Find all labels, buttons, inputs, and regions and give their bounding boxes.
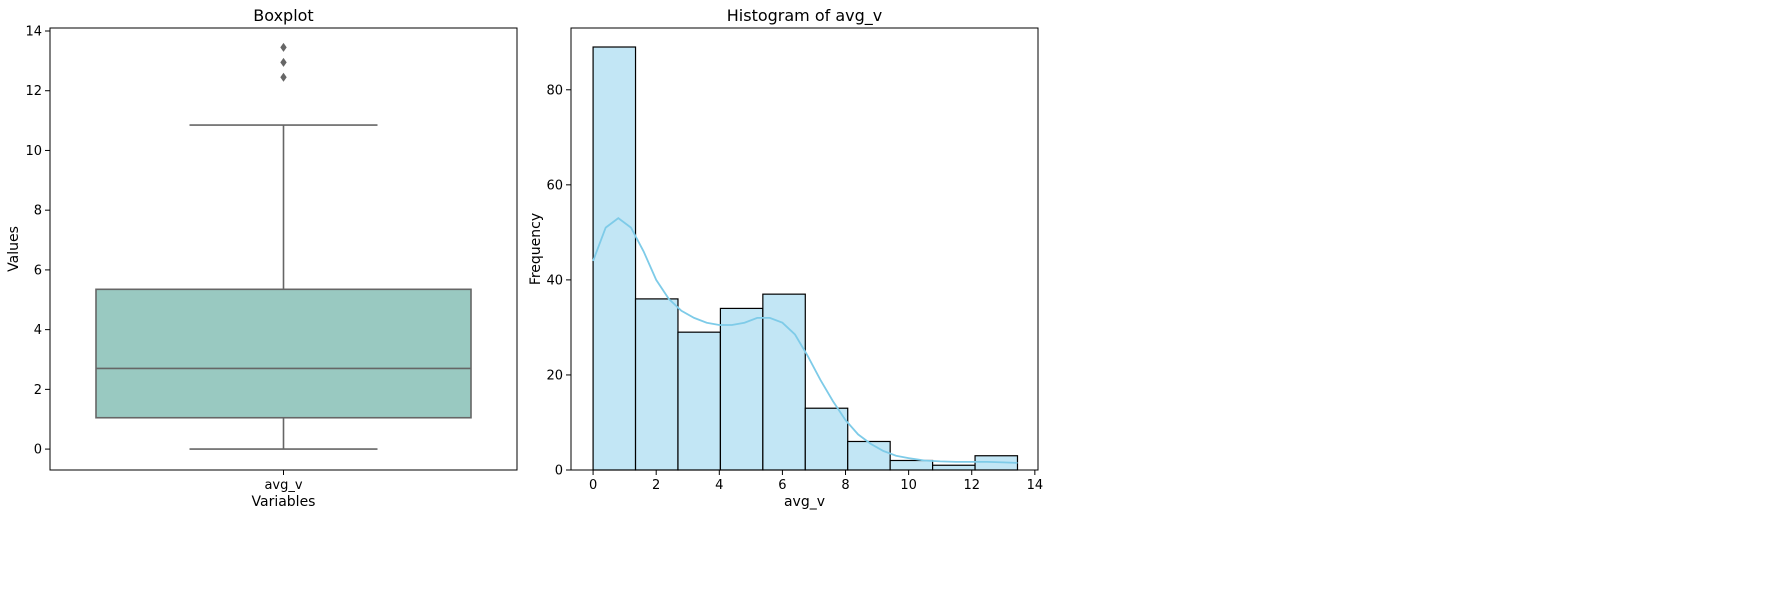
y-tick-label: 40: [546, 273, 563, 288]
histogram-bar: [592, 46, 637, 471]
y-tick-label: 20: [546, 368, 563, 383]
histogram-bar: [932, 464, 976, 471]
chart-title: Boxplot: [253, 6, 313, 25]
axes-frame: [49, 27, 518, 471]
histogram-chart: 0 2 4 6 8 10 12 14 0 20 40 60 80 Histogram of avg_vav…: [528, 6, 1043, 510]
x-axis-label: avg_v: [784, 494, 825, 510]
y-tick-label: 10: [25, 144, 42, 159]
x-tick-label: 0: [589, 478, 597, 493]
y-tick-label: 4: [34, 323, 42, 338]
kde-line: [592, 216, 1018, 464]
y-tick-label: 0: [555, 464, 563, 479]
x-tick-label: 6: [778, 478, 786, 493]
x-tick-label: 10: [900, 478, 917, 493]
y-tick-label: 80: [546, 83, 563, 98]
outlier-point: [280, 72, 287, 82]
y-tick-label: 14: [25, 24, 42, 39]
x-tick-label: 8: [841, 478, 849, 493]
x-tick-label: 12: [963, 478, 980, 493]
x-tick-label: 4: [715, 478, 723, 493]
outlier-point: [280, 42, 287, 52]
histogram-bar: [719, 307, 764, 471]
x-tick-label: 2: [652, 478, 660, 493]
x-tick-label: avg_v: [264, 478, 302, 493]
histogram-bar: [762, 293, 806, 471]
y-tick-label: 0: [34, 443, 42, 458]
iqr-box: [95, 288, 472, 419]
boxplot-chart: 0 2 4 6 8 10 12 14 avg_v Boxplot Variables Values: [6, 6, 518, 510]
y-tick-label: 6: [34, 263, 42, 278]
histogram-bar: [889, 459, 934, 471]
axes-frame: [570, 27, 1039, 471]
x-axis-label: Variables: [252, 494, 316, 510]
histogram-bar: [847, 440, 891, 471]
x-tick-label: 14: [1027, 478, 1044, 493]
y-tick-label: 8: [34, 204, 42, 219]
histogram-bar: [634, 298, 679, 471]
y-axis-label: Values: [6, 226, 22, 272]
histogram-bar: [804, 407, 849, 471]
outlier-point: [280, 57, 287, 67]
histogram-bar: [677, 331, 722, 471]
y-tick-label: 60: [546, 178, 563, 193]
y-tick-label: 12: [25, 84, 42, 99]
y-tick-label: 2: [34, 383, 42, 398]
y-axis-label: Frequency: [528, 213, 544, 285]
chart-title: Histogram of avg_v: [727, 6, 883, 26]
